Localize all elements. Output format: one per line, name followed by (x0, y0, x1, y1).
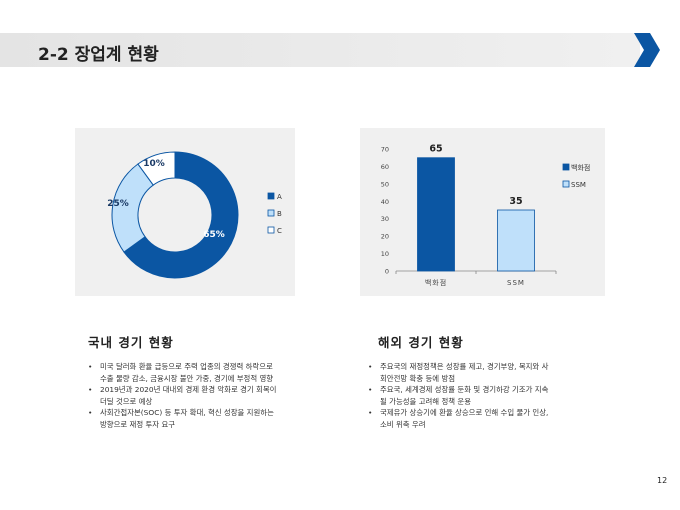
y-tick-label: 50 (381, 180, 389, 188)
bullet-line: 수출 물량 감소, 금융시장 불안 가중, 경기에 부정적 영향 (100, 373, 274, 383)
y-tick-label: 70 (381, 146, 389, 154)
bullet-line: 더딜 것으로 예상 (100, 396, 153, 406)
legend-swatch (267, 192, 275, 200)
bullet-line: 2019년과 2020년 대내외 경제 환경 악화로 경기 회복이 (100, 385, 277, 395)
donut-chart: 65% 25% 10% A B C (107, 151, 282, 279)
y-tick-label: 60 (381, 163, 389, 171)
bullet-line: 국제유가 상승기에 환율 상승으로 인해 수입 물가 인상, (380, 408, 549, 418)
donut-slice-C (137, 151, 176, 186)
legend-label: A (277, 193, 282, 201)
bar-백화점 (417, 157, 455, 272)
legend-swatch (267, 209, 275, 217)
y-tick-label: 40 (381, 198, 389, 206)
bullet-item: 국제유가 상승기에 환율 상승으로 인해 수입 물가 인상,소비 위축 우려 (366, 407, 606, 430)
x-tick-label: SSM (507, 279, 525, 287)
overseas-heading: 해외 경기 현황 (378, 335, 464, 350)
bullet-item: 주요국, 세계경제 성장률 둔화 및 경기하강 기조가 지속될 가능성을 고려해… (366, 384, 606, 407)
legend-label: SSM (571, 181, 586, 189)
data-label: 10% (143, 159, 165, 169)
chevron-right-icon (634, 33, 660, 67)
data-label: 65 (429, 144, 442, 155)
bullet-line: 소비 위축 우려 (380, 419, 426, 429)
y-tick-label: 20 (381, 233, 389, 241)
bullet-line: 될 가능성을 고려해 정책 운용 (380, 396, 471, 406)
data-label: 25% (107, 199, 129, 209)
bullet-line: 주요국의 재정정책은 성장률 제고, 경기부양, 복지와 사 (380, 362, 549, 371)
header-bar (0, 33, 640, 67)
bullet-line: 주요국, 세계경제 성장률 둔화 및 경기하강 기조가 지속 (380, 385, 549, 395)
y-tick-label: 0 (385, 268, 389, 276)
bullet-line: 회안전망 확충 등에 방점 (380, 373, 456, 383)
data-label: 35 (509, 196, 522, 207)
legend-label: B (277, 210, 282, 218)
bar-SSM (497, 209, 535, 272)
y-tick-label: 10 (381, 250, 389, 258)
domestic-heading: 국내 경기 현황 (88, 335, 174, 350)
bar-chart-panel: 0 10 20 30 40 50 60 70 65 백화점 35 SSM 백화점 SSM (360, 128, 605, 296)
bullet-line: 방향으로 재정 투자 요구 (100, 419, 176, 429)
legend-swatch (562, 163, 570, 171)
page-title: 2-2 장업계 현황 (38, 45, 159, 65)
donut-slice-A (123, 151, 239, 279)
legend-swatch (267, 226, 275, 234)
bullet-line: 미국 달러화 환율 급등으로 주력 업종의 경쟁력 하락으로 (100, 362, 273, 371)
donut-chart-panel: 65% 25% 10% A B C (75, 128, 295, 296)
y-tick-label: 30 (381, 215, 389, 223)
data-label: 65% (203, 230, 225, 240)
page-number: 12 (657, 476, 668, 485)
x-tick-label: 백화점 (425, 278, 447, 287)
bar-chart: 0 10 20 30 40 50 60 70 65 백화점 35 SSM 백화점 SSM (381, 144, 591, 287)
legend-label: 백화점 (571, 163, 590, 172)
legend-swatch (562, 180, 570, 188)
legend-label: C (277, 227, 282, 235)
bullet-line: 사회간접자본(SOC) 등 투자 확대, 혁신 성장을 지원하는 (100, 408, 274, 418)
